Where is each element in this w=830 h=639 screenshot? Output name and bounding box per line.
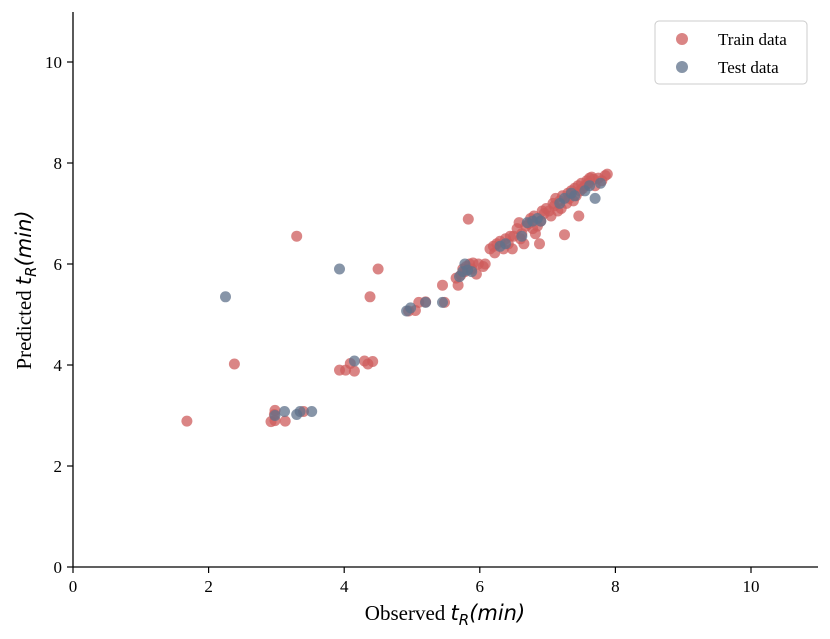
data-point <box>601 168 613 180</box>
data-point <box>405 302 417 314</box>
x-tick-label: 0 <box>69 577 78 596</box>
x-tick-label: 10 <box>743 577 760 596</box>
data-point <box>500 238 512 250</box>
x-tick-label: 2 <box>204 577 213 596</box>
y-tick-label: 4 <box>54 356 63 375</box>
data-point <box>589 192 601 204</box>
legend-marker-test <box>676 61 688 73</box>
data-point <box>595 177 606 189</box>
y-tick-label: 8 <box>54 154 63 173</box>
data-point <box>584 180 596 192</box>
data-point <box>372 263 384 275</box>
data-point <box>573 210 585 222</box>
y-axis-label: Predicted tR(min) <box>12 210 40 369</box>
y-tick-label: 6 <box>54 255 63 274</box>
series-train <box>181 168 613 428</box>
data-point <box>559 229 570 241</box>
x-tick-label: 8 <box>611 577 620 596</box>
data-point <box>534 238 545 250</box>
data-point <box>569 190 581 202</box>
series-test <box>220 177 606 421</box>
x-tick-label: 4 <box>340 577 349 596</box>
data-point <box>462 213 474 225</box>
data-point <box>334 263 345 275</box>
data-point <box>220 291 231 303</box>
legend-label-test: Test data <box>718 58 779 77</box>
data-point <box>269 410 281 421</box>
data-point <box>437 279 448 291</box>
data-point <box>348 365 360 377</box>
y-tick-label: 10 <box>45 53 62 72</box>
data-point <box>294 406 306 417</box>
x-tick-label: 6 <box>476 577 485 596</box>
x-ticks: 0 2 4 6 8 10 <box>69 567 760 596</box>
data-point <box>452 279 464 291</box>
data-point <box>306 406 318 417</box>
legend-label-train: Train data <box>718 30 787 49</box>
data-point <box>466 266 478 278</box>
data-point <box>479 258 491 270</box>
data-point <box>291 230 303 242</box>
y-tick-label: 0 <box>54 558 63 577</box>
legend-marker-train <box>676 33 688 45</box>
y-tick-label: 2 <box>54 457 63 476</box>
legend-frame <box>654 20 808 85</box>
points-layer <box>181 168 613 428</box>
data-point <box>228 358 240 370</box>
data-point <box>437 296 448 308</box>
data-point <box>348 355 360 367</box>
data-point <box>181 415 193 427</box>
data-point <box>420 296 432 308</box>
legend: Train data Test data <box>654 20 808 85</box>
data-point <box>279 415 291 427</box>
y-ticks: 0 2 4 6 8 10 <box>45 53 73 577</box>
data-point <box>516 230 528 242</box>
x-axis-label: Observed tR(min) <box>365 601 525 629</box>
data-point <box>364 291 376 303</box>
data-point <box>535 215 547 227</box>
data-point <box>367 356 379 367</box>
data-point <box>279 406 290 417</box>
